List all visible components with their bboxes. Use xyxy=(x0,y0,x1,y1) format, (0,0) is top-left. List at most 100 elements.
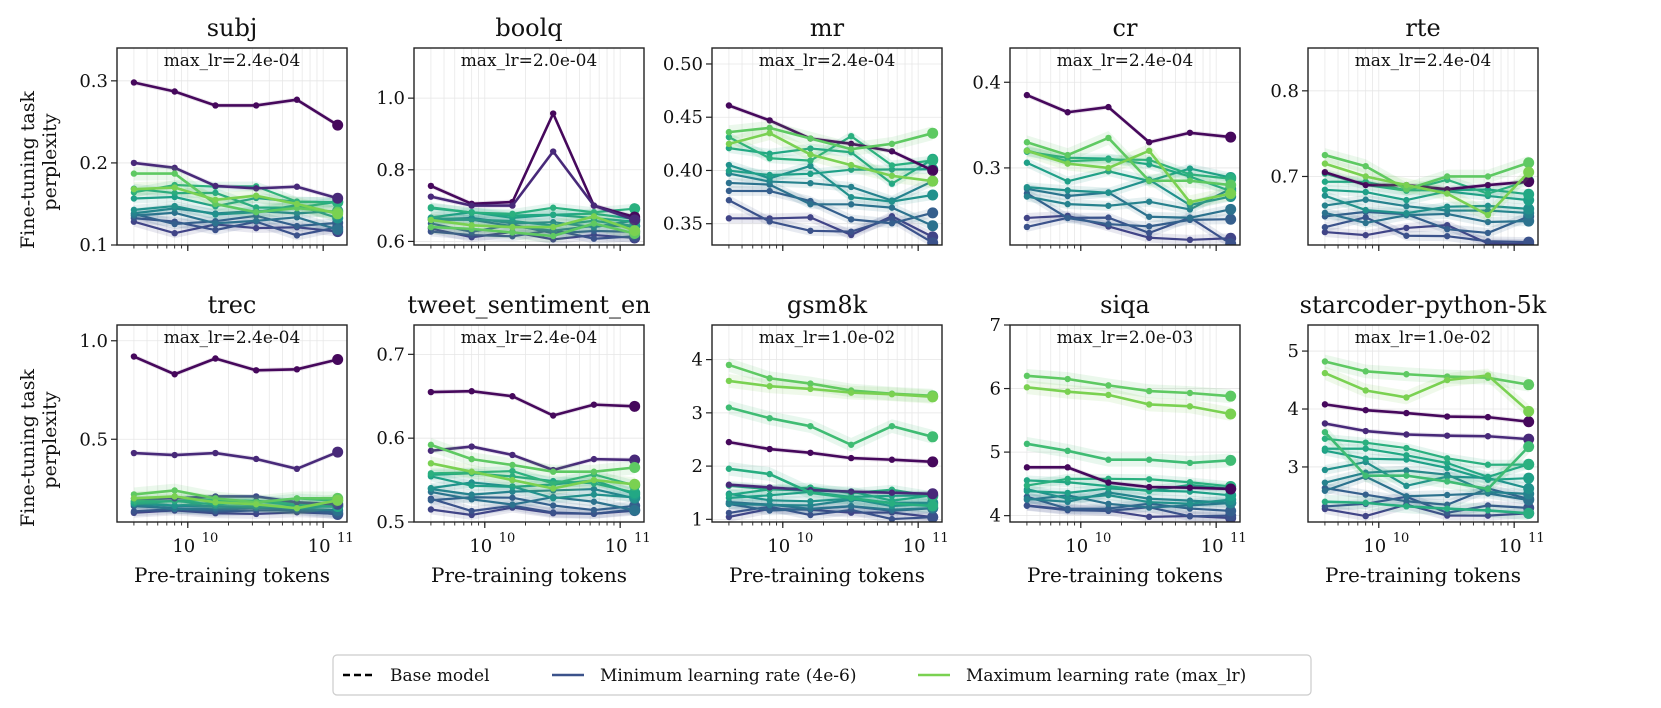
x-tick-label: 10 xyxy=(172,536,195,557)
panel-annotation: max_lr=2.0e-03 xyxy=(1057,328,1194,348)
series-mid-3-point xyxy=(847,502,855,510)
series-green-1 xyxy=(130,493,344,512)
plot-area xyxy=(712,48,942,245)
green-shade xyxy=(1324,366,1529,419)
series-top-1-point xyxy=(509,451,516,459)
series-green-0-point xyxy=(549,468,557,475)
series-mid-7-point xyxy=(171,189,178,197)
series-top-1-point xyxy=(725,481,733,488)
x-axis-label: Pre-training tokens xyxy=(134,563,330,587)
legend-label-min-lr: Minimum learning rate (4e-6) xyxy=(600,666,856,686)
series-mid-4-line xyxy=(1324,469,1529,495)
series-green-0-point xyxy=(1225,390,1237,402)
series-mid-0-point xyxy=(725,215,733,222)
series-green-3-point xyxy=(1523,507,1535,519)
series-green-3-line xyxy=(728,467,933,508)
panel-annotation: max_lr=2.4e-04 xyxy=(461,328,598,348)
series-top-1 xyxy=(130,446,344,473)
series-top-0-point xyxy=(766,117,773,124)
series-green-2 xyxy=(1023,440,1237,467)
series-top-1-point xyxy=(1321,420,1329,427)
series-mid-3-point xyxy=(1321,487,1329,494)
series-green-3-point xyxy=(1403,503,1410,510)
series-top-0-point xyxy=(1523,416,1535,428)
series-mid-4-point xyxy=(766,501,773,509)
series-top-1 xyxy=(1321,420,1535,445)
series-mid-3-point xyxy=(847,201,855,208)
plot-area xyxy=(117,325,347,522)
series-mid-7-line xyxy=(1324,447,1530,478)
series-top-0-point xyxy=(888,456,896,463)
series-green-1-point xyxy=(590,476,598,484)
series-mid-6-point xyxy=(1064,489,1071,497)
series-mid-6-point xyxy=(1186,165,1194,172)
series-green-1-point xyxy=(130,495,138,502)
panel-annotation: max_lr=1.0e-02 xyxy=(759,328,896,348)
series-green-0-point xyxy=(1484,173,1492,180)
series-green-1-point xyxy=(1443,376,1451,384)
series-top-0-point xyxy=(427,182,435,190)
series-top-0-point xyxy=(332,353,344,365)
series-top-1-point xyxy=(427,447,435,454)
series-top-0-point xyxy=(1186,484,1194,491)
series-mid-4-point xyxy=(1105,202,1112,209)
series-green-1-point xyxy=(1443,190,1451,197)
series-green-1 xyxy=(427,213,641,237)
series-mid-5-point xyxy=(888,198,896,205)
series-green-2-line xyxy=(728,406,934,447)
series-mid-6-point xyxy=(1321,186,1329,194)
y-tick-label: 0.5 xyxy=(376,512,405,533)
series-mid-4-point xyxy=(1362,196,1369,203)
series-top-1-point xyxy=(171,164,178,172)
series-mid-4-point xyxy=(1321,479,1329,486)
series-mid-1-line xyxy=(728,505,933,521)
series-mid-5-point xyxy=(1064,495,1071,502)
y-tick-label: 4 xyxy=(990,506,1001,527)
green-shade xyxy=(430,437,635,479)
series-top-0-point xyxy=(1403,409,1410,417)
series-top-0 xyxy=(725,438,939,468)
green-shade xyxy=(1324,425,1529,496)
series-top-1-point xyxy=(212,449,219,457)
x-tick-exponent: 10 xyxy=(1095,531,1112,546)
series-green-1-point xyxy=(725,140,733,148)
series-mid-7-point xyxy=(212,189,219,197)
series-mid-2-line xyxy=(133,212,338,228)
series-mid-1-point xyxy=(888,515,896,522)
series-top-1-point xyxy=(1403,431,1410,438)
series-top-0-line xyxy=(133,81,339,127)
series-top-0-point xyxy=(252,367,260,374)
series-mid-3-point xyxy=(807,201,814,208)
series-green-3-point xyxy=(1484,507,1492,514)
series-mid-2-line xyxy=(1026,192,1231,228)
series-mid-5-point xyxy=(1523,203,1535,215)
series-mid-3-point xyxy=(1484,218,1492,226)
series-mid-8-point xyxy=(1023,482,1031,489)
green-shade xyxy=(728,358,933,403)
series-green-1-point xyxy=(252,501,260,508)
series-green-0-point xyxy=(888,140,896,148)
series-top-0-point xyxy=(725,102,733,109)
series-green-2-point xyxy=(1484,485,1492,493)
series-green-1-line xyxy=(728,131,933,183)
y-tick-label: 1 xyxy=(692,509,703,530)
series-green-1-point xyxy=(629,478,641,490)
series-mid-4-point xyxy=(1023,193,1031,200)
axes-frame xyxy=(413,47,645,246)
series-mid-8-point xyxy=(927,155,939,167)
series-green-0-point xyxy=(130,170,138,177)
series-top-0 xyxy=(1023,464,1237,495)
series-green-0-point xyxy=(847,145,855,153)
y-tick-label: 0.50 xyxy=(663,54,703,75)
series-mid-2-point xyxy=(590,506,598,514)
series-mid-8-point xyxy=(725,133,733,141)
series-mid-0-line xyxy=(430,227,635,241)
series-green-0-line xyxy=(133,172,338,214)
series-mid-7-point xyxy=(1362,445,1369,452)
series-mid-3-point xyxy=(629,504,641,516)
series-mid-1-line xyxy=(1026,504,1231,518)
series-mid-3-point xyxy=(1186,214,1194,221)
series-mid-2 xyxy=(725,187,939,227)
series-top-1-line xyxy=(728,483,933,496)
series-mid-5-point xyxy=(1105,491,1112,499)
